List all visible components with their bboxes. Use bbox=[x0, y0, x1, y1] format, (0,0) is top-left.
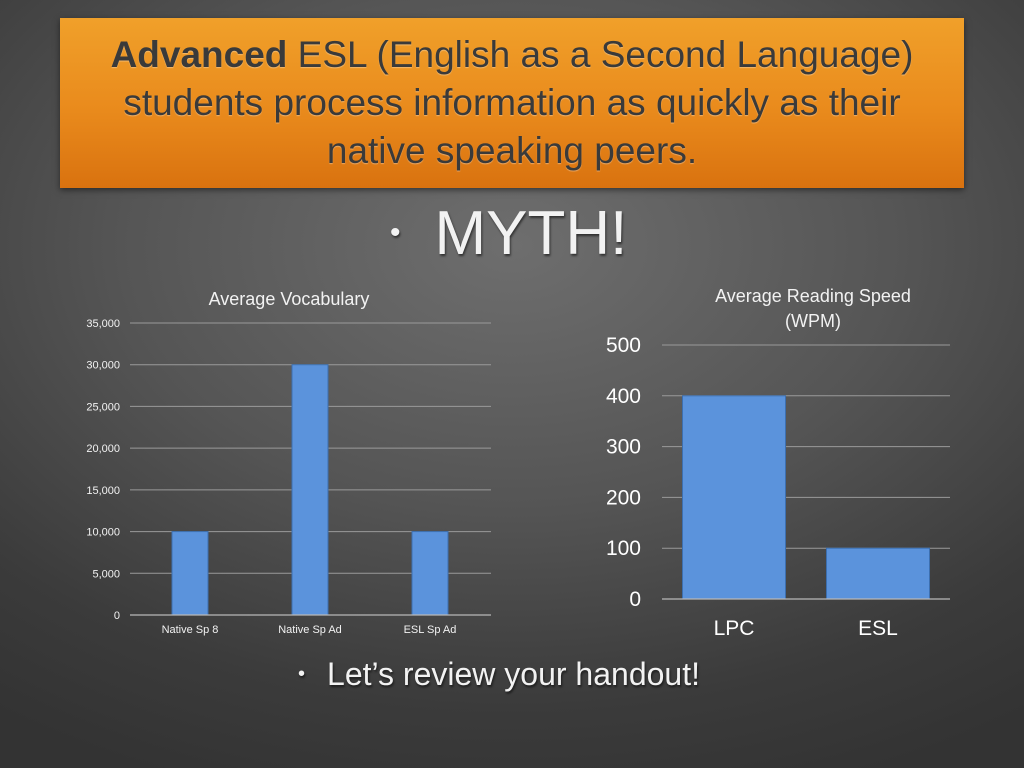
y-tick-label: 200 bbox=[606, 486, 641, 509]
x-tick-label: Native Sp 8 bbox=[162, 624, 219, 636]
y-tick-label: 25,000 bbox=[86, 401, 120, 413]
y-tick-label: 30,000 bbox=[86, 360, 120, 372]
vocabulary-chart: Average Vocabulary 0 5,000 10,000 15,000 20,0… bbox=[86, 289, 491, 636]
bullet-dot: • bbox=[298, 662, 306, 685]
y-tick-label: 5,000 bbox=[92, 568, 120, 580]
reading-speed-chart: Average Reading Speed (WPM) 0 100 200 300 400 5… bbox=[606, 286, 950, 640]
y-tick-label: 300 bbox=[606, 436, 641, 459]
myth-text: MYTH! bbox=[434, 198, 628, 268]
y-tick-label: 10,000 bbox=[86, 527, 120, 539]
y-tick-label: 35,000 bbox=[86, 318, 120, 330]
y-tick-label: 20,000 bbox=[86, 443, 120, 455]
y-tick-label: 100 bbox=[606, 537, 641, 560]
bar bbox=[411, 531, 449, 616]
x-tick-label: ESL Sp Ad bbox=[404, 624, 457, 636]
myth-bullet: • MYTH! bbox=[390, 198, 627, 268]
bar bbox=[682, 395, 786, 600]
bar bbox=[291, 364, 329, 616]
title-banner: Advanced ESL (English as a Second Langua… bbox=[60, 18, 964, 188]
x-tick-label: ESL bbox=[858, 617, 898, 640]
slide-title: Advanced ESL (English as a Second Langua… bbox=[76, 31, 948, 175]
y-tick-label: 15,000 bbox=[86, 485, 120, 497]
y-tick-label: 400 bbox=[606, 385, 641, 408]
review-text: Let’s review your handout! bbox=[327, 655, 700, 692]
title-strong-word: Advanced bbox=[110, 34, 288, 75]
bar bbox=[171, 531, 209, 616]
bar bbox=[826, 547, 930, 600]
x-tick-label: Native Sp Ad bbox=[278, 624, 342, 636]
chart-title: Average Vocabulary bbox=[209, 289, 370, 309]
review-bullet: • Let’s review your handout! bbox=[298, 652, 700, 696]
y-tick-label: 0 bbox=[114, 610, 120, 622]
chart-title: (WPM) bbox=[785, 311, 841, 331]
y-tick-label: 0 bbox=[629, 588, 641, 611]
title-rest: ESL (English as a Second Language) stude… bbox=[123, 34, 914, 171]
y-tick-label: 500 bbox=[606, 334, 641, 357]
x-tick-label: LPC bbox=[714, 617, 755, 640]
chart-title: Average Reading Speed bbox=[715, 286, 911, 306]
bullet-dot: • bbox=[390, 216, 401, 249]
